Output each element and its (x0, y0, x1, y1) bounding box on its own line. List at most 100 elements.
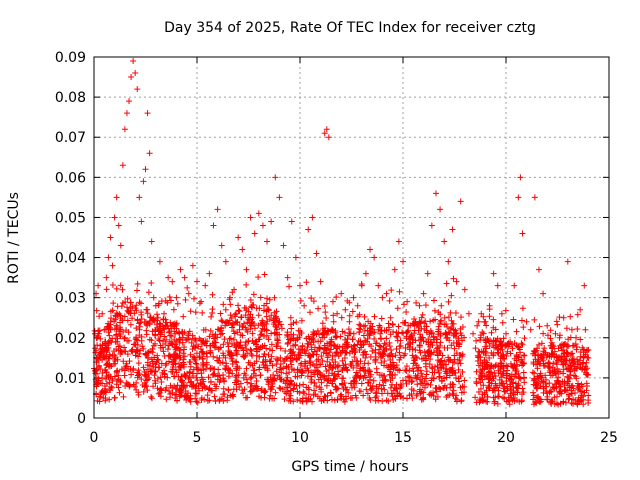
data-point (418, 370, 425, 377)
data-point (149, 328, 156, 335)
data-point (200, 378, 207, 385)
data-point (480, 382, 487, 389)
data-point (190, 372, 197, 379)
data-point (503, 330, 509, 337)
data-point (298, 360, 305, 367)
data-point (196, 335, 203, 342)
data-point (169, 384, 176, 391)
data-point (361, 348, 368, 355)
data-point (531, 352, 538, 359)
data-point (475, 318, 482, 325)
data-point (553, 318, 560, 325)
data-point (472, 345, 479, 352)
data-point (154, 375, 161, 382)
data-point (366, 332, 373, 339)
data-point (115, 376, 122, 383)
data-point (358, 380, 365, 387)
data-point (459, 337, 466, 344)
data-point (445, 354, 452, 361)
data-point (162, 297, 169, 304)
data-point (296, 382, 303, 389)
data-point (143, 327, 150, 334)
data-point (442, 331, 449, 338)
data-point (314, 371, 321, 378)
data-point (266, 346, 273, 353)
data-point (573, 346, 580, 353)
data-point (111, 352, 118, 359)
data-point (237, 331, 244, 338)
data-point (541, 345, 548, 352)
data-point (170, 322, 177, 329)
data-point (338, 314, 345, 321)
data-point (247, 323, 254, 330)
data-point (281, 396, 288, 403)
data-point (274, 356, 281, 363)
data-point (105, 254, 112, 261)
data-point (243, 266, 250, 273)
data-point (257, 294, 264, 301)
data-point (394, 366, 401, 373)
data-point (321, 327, 328, 334)
data-point (116, 389, 123, 396)
data-point (481, 357, 488, 364)
data-point (318, 353, 325, 360)
data-point (357, 326, 364, 333)
data-point (585, 346, 592, 353)
data-point (142, 382, 149, 389)
data-point (220, 301, 227, 308)
data-point (334, 348, 341, 355)
data-point (322, 363, 329, 370)
data-point (103, 362, 110, 369)
data-point (427, 343, 434, 350)
data-point (214, 206, 221, 213)
data-point (121, 334, 128, 341)
data-point (136, 194, 143, 201)
data-point (390, 387, 397, 394)
data-point (457, 198, 464, 205)
data-point (379, 398, 386, 405)
data-point (154, 311, 161, 318)
data-point (352, 392, 359, 399)
data-point (222, 258, 229, 265)
data-point (209, 309, 216, 316)
data-point (396, 343, 403, 350)
data-point (418, 388, 425, 395)
data-point (95, 352, 102, 359)
data-point (236, 308, 243, 315)
data-point (389, 353, 396, 360)
data-point (380, 382, 387, 389)
data-point (364, 390, 371, 397)
data-point (307, 395, 314, 402)
data-point (449, 390, 456, 397)
data-point (371, 335, 378, 342)
data-point (372, 349, 379, 356)
data-point (460, 389, 467, 396)
data-point (502, 307, 509, 314)
data-point (540, 348, 547, 355)
data-point (447, 309, 454, 316)
data-point (253, 378, 260, 385)
data-point (404, 328, 411, 335)
data-point (450, 381, 457, 388)
data-point (445, 314, 452, 321)
data-point (243, 345, 250, 352)
data-point (212, 331, 219, 338)
data-point (216, 372, 223, 379)
data-point (560, 360, 567, 367)
data-point (277, 360, 284, 367)
data-point (473, 337, 480, 344)
data-point (340, 375, 347, 382)
data-point (159, 369, 166, 376)
data-point (134, 374, 141, 381)
data-point (553, 371, 560, 378)
data-point (562, 399, 569, 406)
data-point (126, 383, 133, 390)
data-point (357, 365, 364, 372)
data-point (566, 357, 573, 364)
data-point (121, 367, 128, 374)
data-point (301, 302, 308, 309)
data-point (385, 352, 391, 359)
data-point (219, 359, 226, 366)
data-points (91, 58, 592, 408)
data-point (381, 340, 388, 347)
